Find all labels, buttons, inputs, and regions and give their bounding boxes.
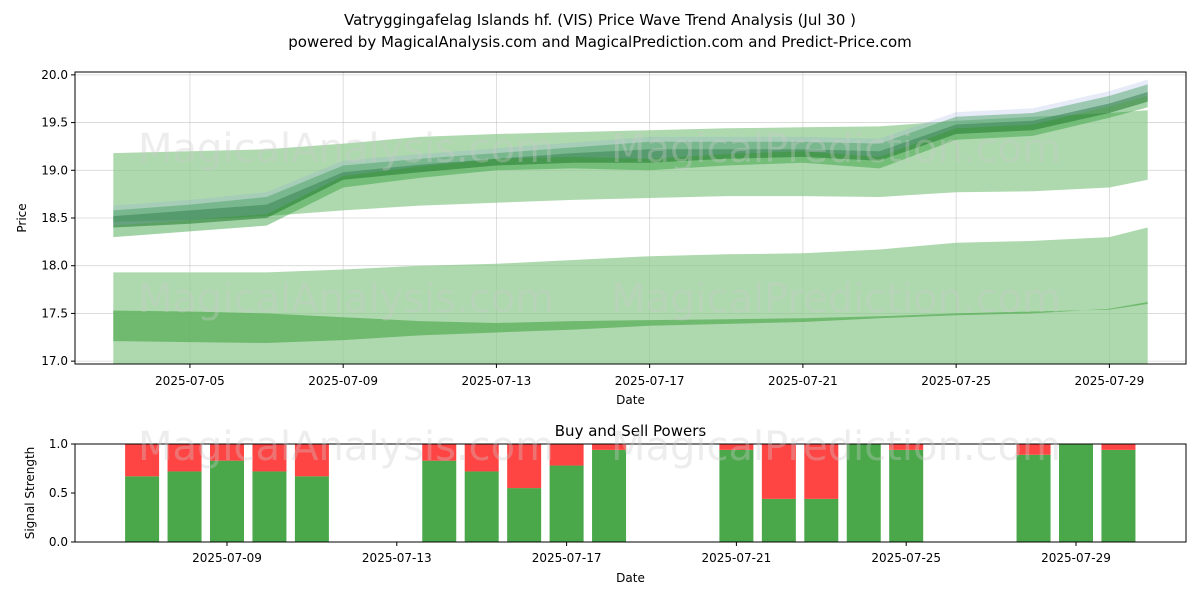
- support-band: [113, 302, 1148, 343]
- outer-upper-band: [113, 110, 1148, 222]
- sell-bar: [592, 444, 627, 450]
- x-tick-label: 2025-07-21: [768, 374, 838, 388]
- watermark-layer: MagicalAnalysis.com MagicalPrediction.com…: [138, 126, 1061, 470]
- buy-bar: [1101, 449, 1136, 542]
- bars-tick-layer: 2025-07-09 2025-07-13 2025-07-17 2025-07-21…: [49, 437, 1111, 565]
- buy-bar: [294, 476, 329, 542]
- watermark-text: MagicalAnalysis.com: [138, 126, 554, 172]
- buy-bar: [804, 498, 839, 542]
- x-tick-label: 2025-07-17: [532, 551, 602, 565]
- watermark-text: MagicalAnalysis.com: [138, 424, 554, 470]
- x-tick-label: 2025-07-25: [921, 374, 991, 388]
- sell-bar: [167, 444, 202, 472]
- sell-bar: [1101, 444, 1136, 450]
- buy-bar: [889, 449, 924, 542]
- y-tick-label: 0.5: [49, 486, 68, 500]
- x-tick-label: 2025-07-29: [1075, 374, 1145, 388]
- sell-bar: [294, 444, 329, 477]
- buy-bar: [1016, 454, 1051, 542]
- sell-bar: [804, 444, 839, 499]
- bar-layer: [125, 444, 1136, 542]
- sell-bar: [422, 444, 457, 461]
- x-tick-label: 2025-07-25: [871, 551, 941, 565]
- sell-bar: [1016, 444, 1051, 455]
- figure-subtitle: powered by MagicalAnalysis.com and Magic…: [288, 33, 912, 51]
- x-tick-label: 2025-07-29: [1041, 551, 1111, 565]
- bars-title: Buy and Sell Powers: [555, 422, 707, 440]
- y-tick-label: 0.0: [49, 535, 68, 549]
- sell-bar: [889, 444, 924, 450]
- trend-wave-blue: [113, 79, 1148, 226]
- price-wave-chart: 2025-07-05 2025-07-09 2025-07-13 2025-07-17…: [15, 68, 1187, 407]
- x-tick-label: 2025-07-05: [155, 374, 225, 388]
- sell-bar: [125, 444, 160, 477]
- buy-bar: [719, 449, 754, 542]
- sell-bar: [252, 444, 287, 472]
- y-tick-label: 19.5: [41, 116, 68, 130]
- watermark-text: MagicalPrediction.com: [611, 126, 1061, 172]
- buy-bar: [846, 444, 881, 542]
- y-tick-label: 17.0: [41, 354, 68, 368]
- x-tick-label: 2025-07-13: [362, 551, 432, 565]
- sell-bar: [210, 444, 244, 461]
- buy-bar: [592, 449, 627, 542]
- x-tick-label: 2025-07-09: [192, 551, 262, 565]
- y-tick-label: 18.0: [41, 259, 68, 273]
- buy-bar: [252, 471, 287, 542]
- sell-bar: [761, 444, 796, 499]
- sell-bar: [464, 444, 499, 472]
- x-axis-label: Date: [616, 393, 645, 407]
- x-tick-label: 2025-07-09: [308, 374, 378, 388]
- y-tick-label: 20.0: [41, 68, 68, 82]
- buy-bar: [1059, 444, 1093, 542]
- buy-bar: [761, 498, 796, 542]
- watermark-text: MagicalPrediction.com: [611, 276, 1061, 322]
- sell-bar: [549, 444, 584, 466]
- sell-bar: [719, 444, 754, 450]
- watermark-text: MagicalPrediction.com: [611, 424, 1061, 470]
- y-tick-label: 18.5: [41, 211, 68, 225]
- y-axis-label: Price: [15, 203, 29, 232]
- watermark-text: MagicalAnalysis.com: [138, 276, 554, 322]
- buy-bar: [464, 471, 499, 542]
- tick-layer: 2025-07-05 2025-07-09 2025-07-13 2025-07-17…: [41, 68, 1144, 388]
- y-tick-label: 19.0: [41, 163, 68, 177]
- buy-bar: [507, 488, 542, 542]
- band-layer: [113, 79, 1148, 364]
- y-tick-label: 1.0: [49, 437, 68, 451]
- x-axis-label: Date: [616, 571, 645, 585]
- buy-bar: [125, 476, 160, 542]
- y-tick-label: 17.5: [41, 306, 68, 320]
- buy-bar: [210, 460, 244, 542]
- figure-title: Vatryggingafelag Islands hf. (VIS) Price…: [344, 11, 856, 29]
- sell-bar: [507, 444, 542, 489]
- buy-bar: [167, 471, 202, 542]
- trend-core: [113, 92, 1148, 228]
- x-tick-label: 2025-07-13: [462, 374, 532, 388]
- buy-bar: [549, 465, 584, 542]
- x-tick-label: 2025-07-21: [702, 551, 772, 565]
- buy-bar: [422, 460, 457, 542]
- y-axis-label: Signal Strength: [23, 447, 37, 540]
- x-tick-label: 2025-07-17: [615, 374, 685, 388]
